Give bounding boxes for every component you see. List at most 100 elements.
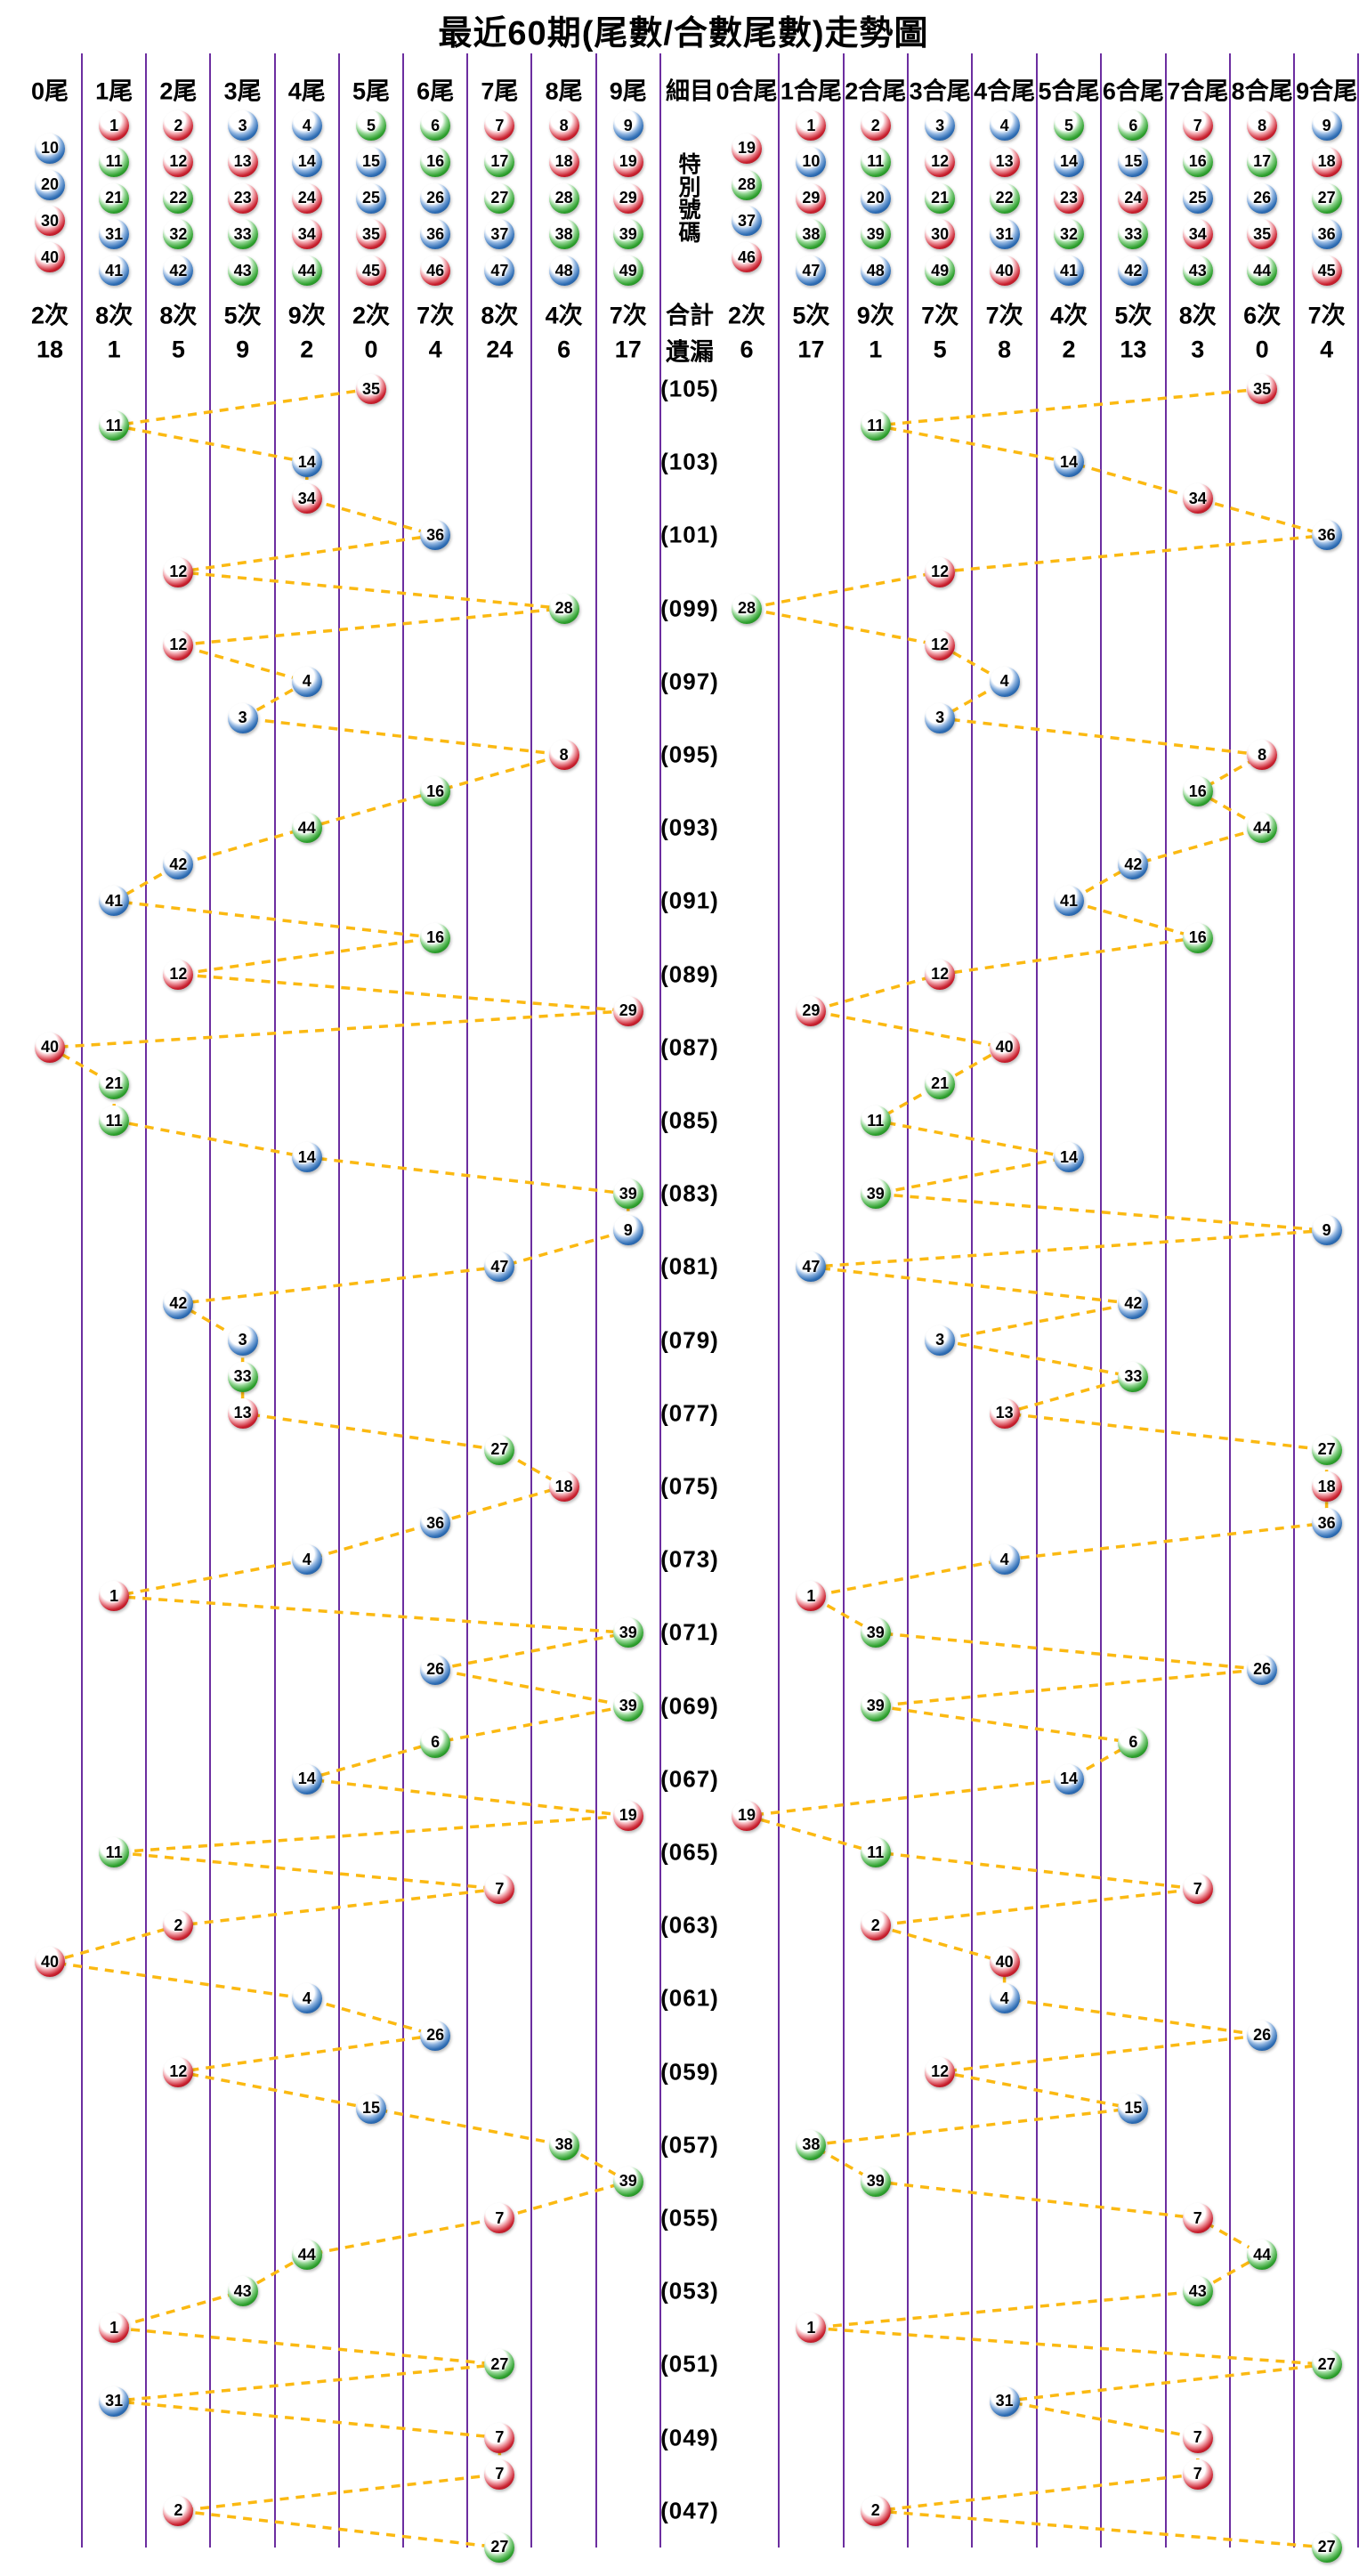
trend-ball-sumtail: 2 (860, 1910, 891, 1941)
trend-ball-tail: 16 (420, 922, 451, 953)
column-divider (595, 53, 597, 2548)
count-cell-right: 7次 (921, 302, 959, 329)
trend-ball-sumtail: 33 (1118, 1361, 1149, 1392)
trend-ball-sumtail: 36 (1311, 1508, 1342, 1539)
trend-ball-sumtail: 8 (1247, 740, 1278, 770)
legend-ball-right: 30 (925, 219, 956, 250)
legend-ball-left: 29 (612, 182, 643, 214)
period-label: (105) (660, 375, 719, 402)
trend-ball-tail: 27 (484, 2349, 515, 2380)
miss-cell-right: 17 (797, 336, 825, 363)
period-label: (081) (660, 1252, 719, 1280)
period-label: (065) (660, 1838, 719, 1866)
column-header-sumtail-7: 7合尾 (1167, 77, 1229, 105)
page-title: 最近60期(尾數/合數尾數)走勢圖 (438, 15, 929, 53)
trend-ball-tail: 33 (227, 1361, 258, 1392)
trend-ball-sumtail: 12 (925, 2056, 956, 2087)
legend-ball-right: 31 (989, 219, 1020, 250)
trend-ball-tail: 40 (35, 1947, 65, 1978)
legend-ball-right: 16 (1182, 146, 1213, 177)
trend-ball-tail: 29 (612, 995, 643, 1026)
column-header-tail-1: 1尾 (95, 77, 133, 105)
legend-ball-right: 17 (1247, 146, 1278, 177)
trend-ball-sumtail: 38 (796, 2129, 827, 2160)
miss-cell-right: 3 (1191, 336, 1205, 363)
period-label: (087) (660, 1033, 719, 1061)
legend-ball-left: 40 (35, 242, 65, 273)
period-label: (063) (660, 1911, 719, 1939)
period-label: (099) (660, 595, 719, 622)
column-divider (273, 53, 276, 2548)
trend-ball-sumtail: 12 (925, 959, 956, 990)
trend-ball-tail: 34 (291, 483, 322, 514)
trend-ball-sumtail: 36 (1311, 520, 1342, 551)
trend-ball-sumtail: 21 (925, 1068, 956, 1099)
legend-ball-left: 38 (548, 219, 579, 250)
column-header-tail-4: 4尾 (287, 77, 326, 105)
trend-ball-sumtail: 42 (1118, 1288, 1149, 1319)
trend-ball-sumtail: 42 (1118, 849, 1149, 880)
trend-ball-tail: 13 (227, 1397, 258, 1429)
trend-ball-tail: 47 (484, 1252, 515, 1283)
column-divider (466, 53, 469, 2548)
trend-ball-sumtail: 7 (1182, 2203, 1213, 2233)
trend-ball-sumtail: 39 (860, 2166, 891, 2197)
trend-ball-sumtail: 6 (1118, 1727, 1149, 1758)
legend-ball-right: 22 (989, 182, 1020, 214)
trend-ball-tail: 19 (612, 1800, 643, 1831)
trend-ball-sumtail: 35 (1247, 374, 1278, 404)
legend-ball-left: 16 (420, 146, 451, 177)
trend-ball-tail: 41 (99, 886, 130, 917)
column-header-sumtail-4: 4合尾 (974, 77, 1036, 105)
trend-ball-sumtail: 7 (1182, 2459, 1213, 2490)
trend-ball-tail: 12 (163, 629, 194, 660)
trend-ball-tail: 2 (163, 2495, 194, 2526)
period-label: (061) (660, 1984, 719, 2012)
legend-ball-left: 31 (99, 219, 130, 250)
trend-ball-sumtail: 47 (796, 1252, 827, 1283)
column-header-tail-9: 9尾 (609, 77, 647, 105)
column-header-sumtail-0: 0合尾 (716, 77, 778, 105)
legend-ball-left: 17 (484, 146, 515, 177)
trend-ball-sumtail: 15 (1118, 2093, 1149, 2124)
trend-ball-tail: 7 (484, 2422, 515, 2453)
legend-ball-left: 22 (163, 182, 194, 214)
legend-ball-right: 2 (860, 110, 891, 141)
miss-cell-right: 2 (1062, 336, 1076, 363)
legend-ball-right: 45 (1311, 255, 1342, 287)
trend-ball-sumtail: 11 (860, 1106, 891, 1136)
legend-ball-left: 46 (420, 255, 451, 287)
trend-ball-sumtail: 39 (860, 1617, 891, 1648)
trend-ball-tail: 11 (99, 410, 130, 441)
trend-ball-tail: 1 (99, 2313, 130, 2344)
period-label: (047) (660, 2497, 719, 2524)
legend-ball-right: 8 (1247, 110, 1278, 141)
trend-ball-tail: 39 (612, 2166, 643, 2197)
count-cell-right: 7次 (1307, 302, 1346, 329)
special-number-label: 特 (678, 152, 701, 177)
miss-cell-left: 9 (236, 336, 250, 363)
trend-ball-tail: 12 (163, 556, 194, 587)
legend-ball-right: 34 (1182, 219, 1213, 250)
legend-ball-left: 6 (420, 110, 451, 141)
column-divider (778, 53, 780, 2548)
trend-ball-tail: 11 (99, 1837, 130, 1867)
column-divider (145, 53, 148, 2548)
legend-ball-right: 39 (860, 219, 891, 250)
legend-ball-left: 49 (612, 255, 643, 287)
trend-ball-sumtail: 39 (860, 1179, 891, 1210)
legend-ball-right: 41 (1054, 255, 1084, 287)
trend-ball-tail: 1 (99, 1581, 130, 1612)
trend-ball-sumtail: 34 (1182, 483, 1213, 514)
trend-ball-tail: 6 (420, 1727, 451, 1758)
period-label: (057) (660, 2131, 719, 2159)
legend-ball-right: 29 (796, 182, 827, 214)
column-header-sumtail-3: 3合尾 (909, 77, 971, 105)
legend-ball-left: 5 (356, 110, 386, 141)
trend-ball-sumtail: 12 (925, 556, 956, 587)
trend-ball-sumtail: 3 (925, 1324, 956, 1356)
legend-ball-right: 15 (1118, 146, 1149, 177)
count-cell-right: 6次 (1243, 302, 1282, 329)
trend-ball-sumtail: 27 (1311, 2349, 1342, 2380)
